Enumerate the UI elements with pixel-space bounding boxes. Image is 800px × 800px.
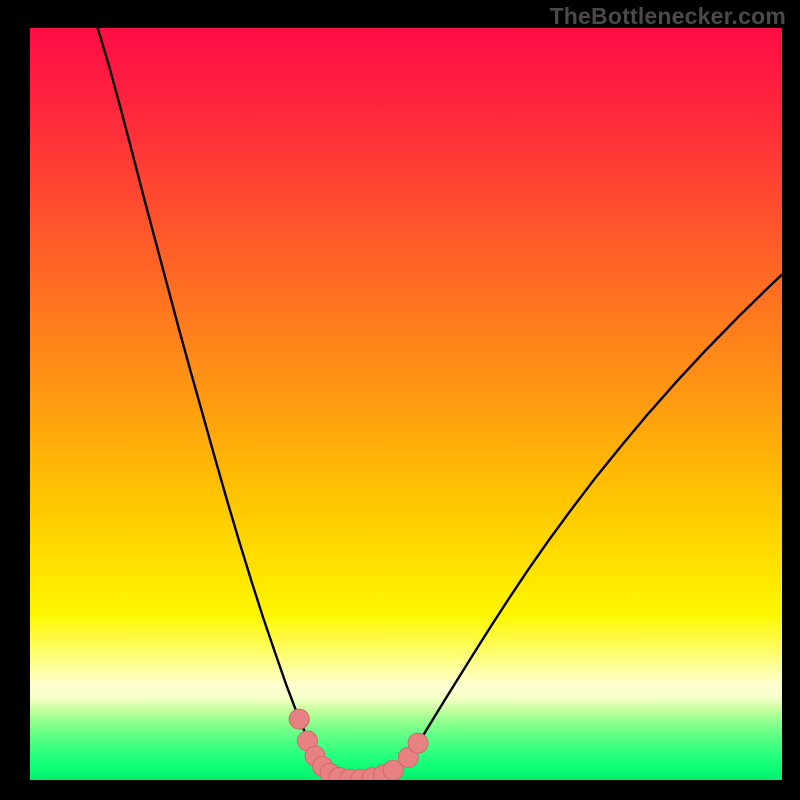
chart-svg [30,28,782,780]
plot-area [30,28,782,780]
gradient-background [30,28,782,780]
watermark-text: TheBottlenecker.com [550,3,786,30]
data-marker [408,733,428,753]
data-marker [289,709,309,729]
chart-canvas: TheBottlenecker.com [0,0,800,800]
